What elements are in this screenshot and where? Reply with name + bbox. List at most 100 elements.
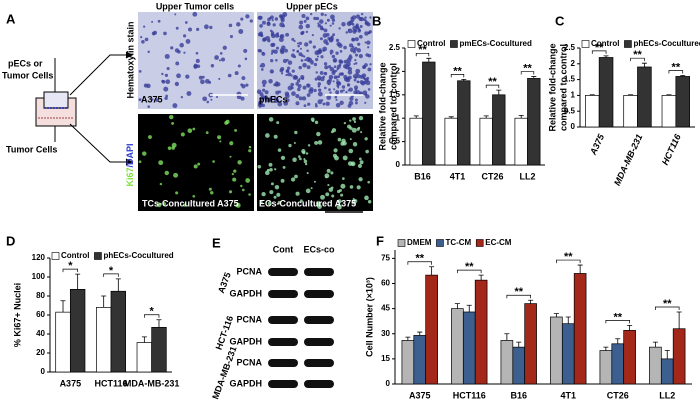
cell <box>342 155 348 161</box>
cell <box>317 99 323 105</box>
cell <box>338 27 341 30</box>
cell <box>243 48 248 53</box>
cell <box>290 82 295 87</box>
cell <box>349 96 354 101</box>
cell <box>292 157 297 163</box>
cell <box>310 187 313 190</box>
bar <box>401 340 415 385</box>
cell <box>138 98 142 102</box>
cell <box>176 73 181 79</box>
cell <box>351 15 357 20</box>
bar <box>422 61 436 166</box>
cell-line-label: MDA-MB-231 <box>210 345 238 401</box>
band <box>268 290 298 298</box>
cell <box>197 162 201 166</box>
cell <box>339 89 344 93</box>
significance-label: ** <box>564 251 573 263</box>
cell <box>367 180 371 184</box>
cell <box>366 40 371 45</box>
cell <box>273 96 277 100</box>
cell <box>225 119 230 124</box>
cell <box>299 47 302 50</box>
micrograph <box>138 114 254 211</box>
cell <box>327 79 330 83</box>
cell <box>316 131 321 137</box>
cell <box>357 29 361 33</box>
error-bar <box>461 78 467 81</box>
cell <box>266 168 270 172</box>
bar <box>151 327 167 373</box>
cell <box>287 85 293 91</box>
cell <box>305 16 310 21</box>
error-bar <box>115 278 121 292</box>
cell <box>302 62 307 68</box>
error-bar <box>641 62 647 67</box>
cell <box>214 55 219 60</box>
cell <box>183 51 186 54</box>
cell <box>317 23 322 28</box>
cell <box>235 202 241 208</box>
cell <box>210 63 215 68</box>
cell <box>205 131 209 135</box>
cell <box>311 34 314 37</box>
cell <box>151 20 154 23</box>
cell <box>262 88 266 92</box>
cell <box>259 65 262 68</box>
row-label: PCNA <box>236 314 262 324</box>
cell <box>175 61 180 66</box>
cell <box>358 177 363 182</box>
cell <box>326 18 330 22</box>
cell <box>298 65 302 70</box>
cell <box>336 67 339 71</box>
cell <box>288 143 292 148</box>
cell <box>354 88 358 91</box>
cell <box>169 114 174 120</box>
cell <box>316 49 322 55</box>
y-tick-label: 100 <box>32 272 46 281</box>
cell <box>249 19 253 23</box>
cell <box>192 127 196 131</box>
error-bar <box>478 274 484 281</box>
cell <box>331 194 335 198</box>
legend-swatch <box>624 40 632 48</box>
cell <box>270 182 274 186</box>
bar <box>550 316 563 385</box>
row-label: PCNA <box>236 357 262 367</box>
cell <box>337 75 341 79</box>
cell <box>315 71 318 74</box>
cell <box>193 64 198 69</box>
cell <box>175 26 179 30</box>
cell <box>303 19 307 23</box>
cell <box>175 191 179 195</box>
cell <box>270 43 275 47</box>
cell <box>333 59 337 63</box>
y-tick-label: 1.5 <box>389 90 401 99</box>
cell <box>353 120 357 124</box>
cell <box>354 101 358 105</box>
cell <box>196 64 201 68</box>
error-bar <box>466 304 472 312</box>
cell <box>192 194 196 198</box>
cell <box>167 146 172 150</box>
cell <box>332 33 336 37</box>
cell <box>270 52 274 55</box>
significance-bracket <box>556 259 581 264</box>
cell <box>285 73 288 77</box>
cell <box>165 79 171 84</box>
cell <box>268 162 273 167</box>
cell <box>329 49 334 54</box>
bar <box>451 308 464 385</box>
cell <box>240 96 245 101</box>
cell <box>337 86 340 89</box>
cell <box>367 67 372 72</box>
cell <box>314 120 319 125</box>
cell <box>346 57 352 63</box>
cell <box>368 30 372 34</box>
cell <box>202 96 208 102</box>
cell <box>367 88 371 91</box>
cell <box>365 149 369 154</box>
cell <box>158 160 164 166</box>
cell <box>262 37 267 41</box>
cell <box>210 98 213 101</box>
cell <box>352 198 355 201</box>
